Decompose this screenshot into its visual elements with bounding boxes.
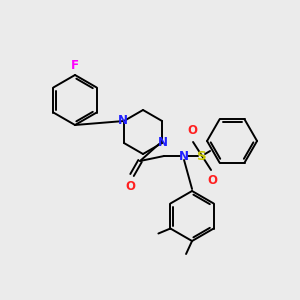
Text: O: O (207, 174, 217, 187)
Text: N: N (118, 115, 128, 128)
Text: O: O (125, 180, 135, 193)
Text: O: O (187, 124, 197, 137)
Text: N: N (158, 136, 168, 149)
Text: N: N (179, 149, 189, 163)
Text: S: S (197, 149, 207, 163)
Text: F: F (71, 59, 79, 72)
